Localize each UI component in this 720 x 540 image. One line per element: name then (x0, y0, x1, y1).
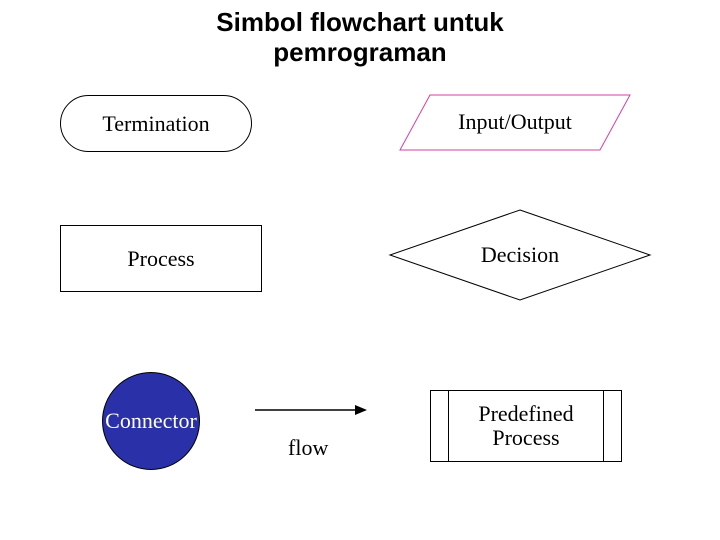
predef-right-bar (603, 390, 604, 462)
page-title: Simbol flowchart untuk pemrograman (0, 8, 720, 68)
decision-label: Decision (481, 242, 559, 267)
predef-label-line1: Predefined (478, 401, 573, 426)
flow-label: flow (288, 435, 328, 461)
input-output-label: Input/Output (458, 109, 572, 134)
symbol-predefined-process: Predefined Process (430, 390, 622, 462)
connector-label: Connector (105, 408, 197, 434)
symbol-input-output: Input/Output (400, 95, 630, 150)
symbol-flow-arrow (255, 400, 370, 420)
symbol-process: Process (60, 225, 262, 292)
predefined-process-label: Predefined Process (478, 402, 573, 450)
predef-left-bar (448, 390, 449, 462)
predef-label-line2: Process (492, 425, 559, 450)
title-line2: pemrograman (273, 37, 446, 67)
title-line1: Simbol flowchart untuk (216, 7, 503, 37)
diagram-canvas: Simbol flowchart untuk pemrograman Termi… (0, 0, 720, 540)
flow-label-text: flow (288, 435, 328, 460)
symbol-termination: Termination (60, 95, 252, 152)
symbol-decision: Decision (390, 210, 650, 300)
arrowhead-icon (355, 405, 367, 415)
symbol-connector: Connector (102, 372, 200, 470)
termination-label: Termination (102, 111, 209, 137)
process-label: Process (127, 246, 194, 272)
